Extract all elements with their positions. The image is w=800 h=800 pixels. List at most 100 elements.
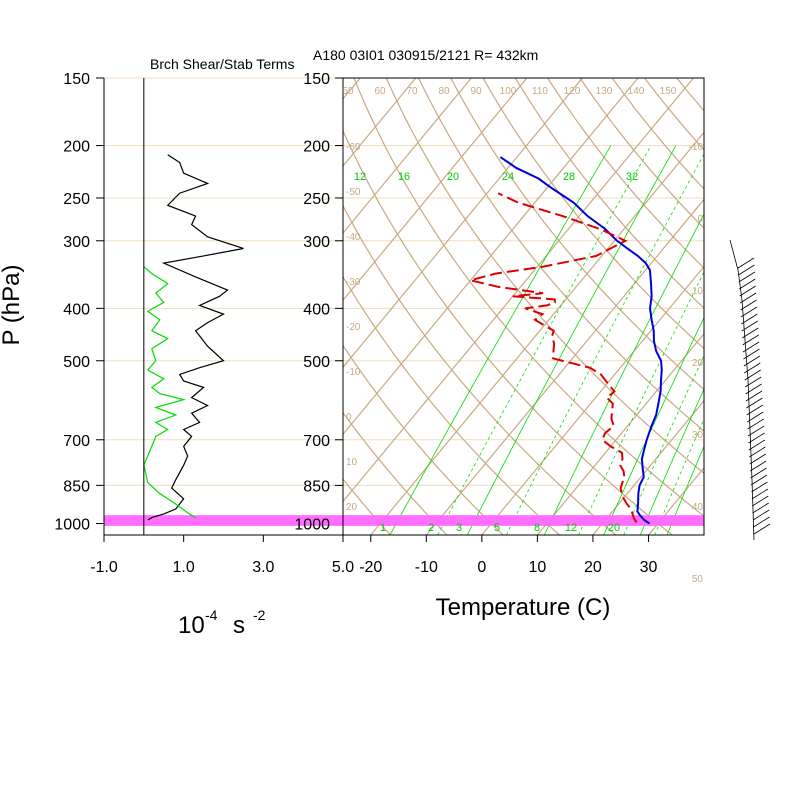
skewt-x-tick-label: -20 [359,559,382,576]
wind-barb [744,376,762,388]
left-y-tick-label: 200 [63,139,90,156]
dry-adiabat-line [450,78,704,391]
wind-barb [738,264,755,276]
mixing-ratio-bottom-label: 2 [428,522,434,534]
mixing-ratio-bottom-label: 12 [565,522,577,534]
isotherm-line [425,198,704,535]
skewt-y-tick-label: 850 [303,478,330,495]
x-label-base: 10 [178,612,205,639]
wind-barb [748,439,766,451]
isotherm-line [536,332,704,535]
wind-barb [752,509,770,521]
theta-e-label: 20 [692,358,704,369]
mixing-ratio-line [654,418,704,535]
shear-term-line [147,154,244,521]
mixing-ratio-bottom-label: 1 [380,522,386,534]
x-label-unit-exponent: -2 [253,607,266,623]
dry-adiabat-line [611,78,704,190]
wind-barb [747,411,764,423]
dry-adiabat-line [774,78,800,535]
theta-label: 80 [438,86,450,97]
wind-barb [752,495,769,507]
wind-barb [747,425,765,437]
skewt-x-tick-labels: -20 -10 0 10 20 30 [359,535,657,576]
mixing-ratio-bottom-label: 3 [456,522,462,534]
wind-barb [739,285,756,297]
mixing-ratio-top-label: 28 [563,171,575,183]
mixing-ratio-line [639,388,704,535]
isotherm-line [703,534,704,535]
wind-barb [739,278,756,290]
dry-adiabat-line [547,78,704,269]
mixing-ratio-line [578,271,704,535]
wind-barb [750,474,768,486]
left-x-tick-label: -1.0 [90,559,118,576]
theta-e-label: 50 [692,574,704,585]
skewt-y-tick-label: 200 [303,139,330,156]
dry-adiabat-line [343,204,617,535]
wind-barb [749,453,766,465]
wind-barb [746,397,763,409]
mixing-ratio-top-label: 32 [626,171,638,183]
theta-labels: 50 60 70 80 90 100 110 120 130 140 150 [342,86,676,97]
left-y-tick-label: 500 [63,354,90,371]
dry-adiabat-line [417,78,704,432]
isotherm-label: -40 [346,232,361,243]
dry-adiabat-line [343,275,560,535]
x-label-exponent: -4 [205,607,218,623]
mixing-ratio-line [466,145,677,535]
wind-barb [744,369,761,381]
dry-adiabat-line [343,129,673,535]
wind-barb [738,271,756,283]
isotherm-label: -50 [346,187,361,198]
wind-barb [751,488,769,500]
wind-barb [745,390,763,402]
wind-barb [753,523,771,535]
wind-barb [749,446,766,458]
dry-adiabat-line [644,78,704,151]
wind-barb [744,362,761,374]
wind-barb [748,432,765,444]
skewt-y-tick-label: 400 [303,301,330,318]
isotherm-label: -30 [346,277,361,288]
mixing-ratio-top-label: 16 [398,171,410,183]
wind-barb [749,460,767,472]
wind-barb [737,257,755,269]
theta-label: 120 [564,86,581,97]
mixing-ratio-bottom-labels: 1 2 3 5 8 12 20 [380,522,620,534]
dry-adiabat-line [514,78,704,309]
left-y-tick-label: 300 [63,234,90,251]
left-y-tick-label: 1000 [54,517,90,534]
wind-barbs [729,239,771,541]
theta-e-label: -10 [689,142,704,153]
mixing-ratio-line [389,145,612,535]
skewt-x-tick-label: 20 [584,559,602,576]
barb-staff [729,239,755,541]
isotherm-label: -60 [346,142,361,153]
wind-barb [751,481,768,493]
skewt-x-tick-label: 30 [640,559,658,576]
isotherm-line [343,78,417,167]
left-y-tick-label: 700 [63,433,90,450]
skewt-background-lines [0,78,800,535]
wind-barb [747,418,764,430]
left-y-tick-label: 150 [63,71,90,88]
isotherm-line [0,78,194,535]
temperature-axis-label: Temperature (C) [436,594,611,621]
left-y-tick-labels: 150 200 250 300 400 500 700 850 1000 [54,71,90,534]
dry-adiabat-line [343,478,391,535]
mixing-ratio-bottom-label: 8 [534,522,540,534]
skewt-y-tick-label: 500 [303,354,330,371]
mixing-ratio-line [666,445,704,535]
wind-barb [741,313,758,325]
skewt-y-tick-label: 150 [303,71,330,88]
mixing-ratio-top-label: 12 [354,171,366,183]
wind-barb [750,467,767,479]
wind-barb [753,516,770,528]
y-axis-label: P (hPa) [0,265,25,346]
isotherm-line [343,78,639,436]
theta-label: 70 [406,86,418,97]
isotherm-label: -10 [346,367,361,378]
isotherm-line [343,78,472,234]
